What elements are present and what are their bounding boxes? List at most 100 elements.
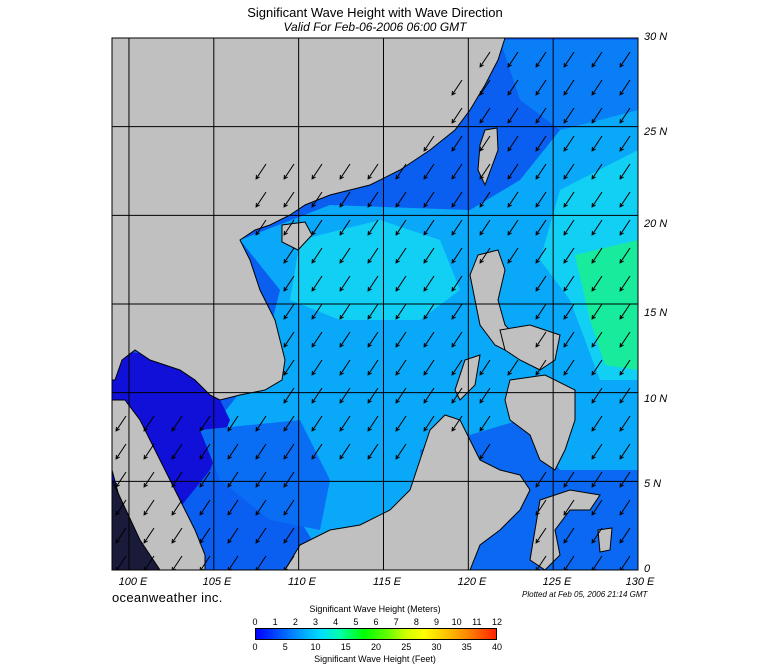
wave-direction-arrow <box>423 303 435 320</box>
wave-direction-arrow <box>395 415 407 432</box>
wave-direction-arrow <box>227 471 239 488</box>
wave-direction-arrow <box>591 499 603 516</box>
wave-direction-arrow <box>311 415 323 432</box>
legend-meter-tick: 0 <box>252 617 258 627</box>
wave-direction-arrow <box>171 443 183 460</box>
lon-label-110e: 110 E <box>288 576 316 588</box>
wave-direction-arrow <box>367 247 379 264</box>
wave-direction-arrow <box>591 275 603 292</box>
wave-direction-arrow <box>255 499 267 516</box>
wave-direction-arrow <box>535 79 547 96</box>
wave-direction-arrow <box>255 191 267 208</box>
wave-direction-arrow <box>591 219 603 236</box>
wave-direction-arrow <box>535 331 547 348</box>
sunda-shelf-zone <box>200 420 330 530</box>
wave-direction-arrow <box>255 471 267 488</box>
wave-direction-arrow <box>591 415 603 432</box>
wave-direction-arrow <box>311 219 323 236</box>
lat-label-25n: 25 N <box>644 126 668 138</box>
hainan-island <box>281 221 313 251</box>
wave-direction-arrow <box>479 135 491 152</box>
wave-direction-arrow <box>423 275 435 292</box>
wave-direction-arrow <box>591 107 603 124</box>
lon-label-105e: 105 E <box>202 576 232 588</box>
wave-direction-arrow <box>199 471 211 488</box>
wave-direction-arrow <box>367 415 379 432</box>
legend-feet-tick: 0 <box>252 642 258 652</box>
wave-direction-arrow <box>423 219 435 236</box>
wave-direction-arrow <box>619 443 631 460</box>
wave-direction-arrow <box>283 163 295 180</box>
wave-direction-arrow <box>395 247 407 264</box>
wave-direction-arrow <box>451 387 463 404</box>
wave-direction-arrow <box>311 163 323 180</box>
wave-direction-arrow <box>507 107 519 124</box>
wave-direction-arrow <box>535 499 547 516</box>
wave-direction-arrow <box>479 359 491 376</box>
wave-direction-arrow <box>479 163 491 180</box>
plotted-timestamp: Plotted at Feb 05, 2006 21:14 GMT <box>522 590 648 599</box>
wave-direction-arrow <box>283 471 295 488</box>
legend-meter-tick: 9 <box>433 617 439 627</box>
wave-direction-arrow <box>423 359 435 376</box>
wave-direction-arrow <box>395 359 407 376</box>
wave-direction-arrow <box>367 163 379 180</box>
wave-direction-arrow <box>283 359 295 376</box>
wave-direction-arrow <box>171 527 183 544</box>
wave-direction-arrow <box>563 191 575 208</box>
wave-direction-arrow <box>507 163 519 180</box>
map-frame <box>111 37 639 571</box>
wave-direction-arrow <box>507 359 519 376</box>
legend-meter-tick: 7 <box>393 617 399 627</box>
wave-direction-arrow <box>283 415 295 432</box>
wave-direction-arrow <box>395 163 407 180</box>
wave-direction-arrow <box>591 51 603 68</box>
wave-direction-arrow <box>339 331 351 348</box>
legend-feet-tick: 5 <box>282 642 288 652</box>
wave-direction-arrow <box>535 471 547 488</box>
lon-label-120e: 120 E <box>457 576 487 588</box>
wave-direction-arrow <box>367 219 379 236</box>
wave-direction-arrow <box>619 275 631 292</box>
map-title: Significant Wave Height with Wave Direct… <box>247 5 503 20</box>
wave-direction-arrow <box>535 359 547 376</box>
wave-direction-arrow <box>311 331 323 348</box>
wave-direction-arrow <box>115 415 127 432</box>
wave-direction-arrow <box>255 163 267 180</box>
mindanao-island <box>504 374 576 471</box>
wave-direction-arrow <box>423 247 435 264</box>
wave-direction-arrow <box>591 303 603 320</box>
legend-meter-tick: 10 <box>451 617 462 627</box>
wave-direction-arrow <box>339 163 351 180</box>
east-china-sea-zone <box>500 40 638 130</box>
wave-direction-arrow <box>535 219 547 236</box>
wave-direction-arrow <box>451 247 463 264</box>
wave-direction-arrow <box>479 79 491 96</box>
wave-direction-arrow <box>507 247 519 264</box>
wave-direction-arrow <box>479 191 491 208</box>
wave-direction-arrow <box>619 79 631 96</box>
wave-direction-arrow <box>423 331 435 348</box>
legend-meter-tick: 5 <box>353 617 359 627</box>
wave-direction-arrow <box>367 387 379 404</box>
wave-direction-arrow <box>591 191 603 208</box>
legend-feet-tick: 35 <box>461 642 472 652</box>
map-subtitle: Valid For Feb-06-2006 06:00 GMT <box>283 20 467 34</box>
wave-direction-arrow <box>451 275 463 292</box>
wave-direction-arrow <box>143 527 155 544</box>
wave-direction-arrow <box>535 275 547 292</box>
wave-direction-arrow <box>283 443 295 460</box>
wave-direction-arrow <box>339 191 351 208</box>
wave-direction-arrow <box>339 359 351 376</box>
legend-meter-tick: 6 <box>373 617 379 627</box>
wave-direction-arrow <box>563 499 575 516</box>
wave-direction-arrow <box>311 387 323 404</box>
wave-direction-arrow <box>507 219 519 236</box>
halmahera-island <box>597 527 613 553</box>
wave-direction-arrow <box>619 359 631 376</box>
wave-direction-arrow <box>591 135 603 152</box>
wave-direction-arrow <box>339 415 351 432</box>
highest-wave-zone <box>575 240 638 370</box>
legend-feet-tick: 15 <box>340 642 351 652</box>
wave-direction-arrow <box>115 471 127 488</box>
